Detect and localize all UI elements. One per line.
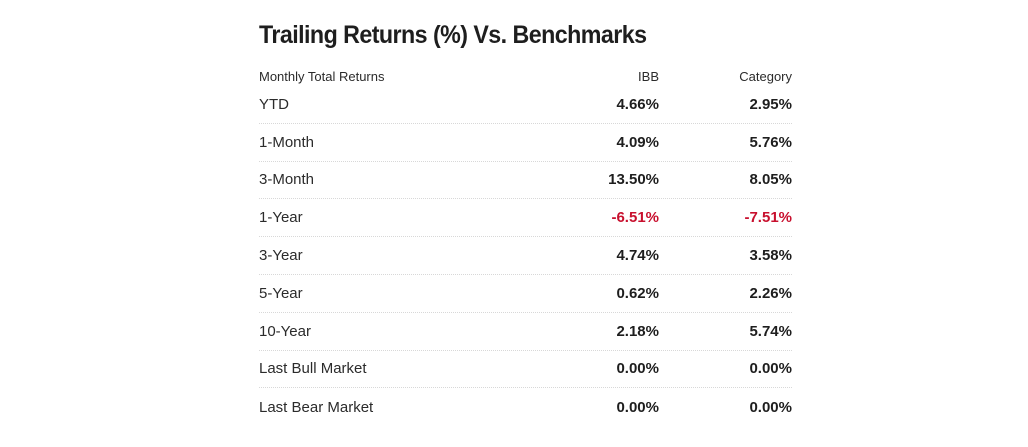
category-value: 5.76% xyxy=(749,133,792,151)
table-row: 3-Year 4.74% 3.58% xyxy=(259,237,792,275)
ibb-value: 13.50% xyxy=(608,171,659,189)
table-row: Last Bull Market 0.00% 0.00% xyxy=(259,351,792,389)
table-header-row: Monthly Total Returns IBB Category xyxy=(259,66,792,86)
row-label: 1-Year xyxy=(259,209,303,227)
category-value: 2.95% xyxy=(749,95,792,113)
category-value: 8.05% xyxy=(749,171,792,189)
ibb-value: 0.00% xyxy=(616,360,659,378)
row-label: 3-Year xyxy=(259,247,303,265)
table-row: 5-Year 0.62% 2.26% xyxy=(259,275,792,313)
table-row: 3-Month 13.50% 8.05% xyxy=(259,162,792,200)
header-monthly-total-returns: Monthly Total Returns xyxy=(259,68,385,84)
header-ibb: IBB xyxy=(638,68,659,84)
table-row: 1-Month 4.09% 5.76% xyxy=(259,124,792,162)
ibb-value: 4.09% xyxy=(616,133,659,151)
table-row: YTD 4.66% 2.95% xyxy=(259,86,792,124)
category-value: 3.58% xyxy=(749,247,792,265)
section-title: Trailing Returns (%) Vs. Benchmarks xyxy=(259,21,647,49)
ibb-value: 0.62% xyxy=(616,284,659,302)
header-category: Category xyxy=(739,68,792,84)
category-value: 0.00% xyxy=(749,360,792,378)
row-label: 5-Year xyxy=(259,284,303,302)
table-row: Last Bear Market 0.00% 0.00% xyxy=(259,388,792,426)
row-label: Last Bear Market xyxy=(259,398,374,416)
row-label: 3-Month xyxy=(259,171,315,189)
row-label: YTD xyxy=(259,95,289,113)
ibb-value: 0.00% xyxy=(616,398,659,416)
ibb-value: 4.66% xyxy=(616,95,659,113)
row-label: 1-Month xyxy=(259,133,315,151)
table-row: 1-Year -6.51% -7.51% xyxy=(259,199,792,238)
category-value: 0.00% xyxy=(749,398,792,416)
returns-table: Monthly Total Returns IBB Category YTD 4… xyxy=(259,66,792,426)
category-value: -7.51% xyxy=(744,209,792,227)
table-row: 10-Year 2.18% 5.74% xyxy=(259,313,792,351)
row-label: 10-Year xyxy=(259,322,311,340)
ibb-value: 4.74% xyxy=(616,247,659,265)
category-value: 5.74% xyxy=(749,322,792,340)
trailing-returns-panel: Trailing Returns (%) Vs. Benchmarks Mont… xyxy=(259,0,792,426)
ibb-value: 2.18% xyxy=(616,322,659,340)
ibb-value: -6.51% xyxy=(611,209,659,227)
category-value: 2.26% xyxy=(749,284,792,302)
row-label: Last Bull Market xyxy=(259,360,367,378)
